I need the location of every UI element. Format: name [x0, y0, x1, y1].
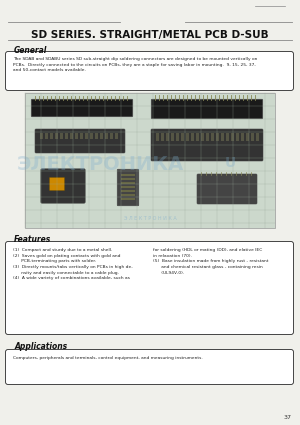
Text: Computers, peripherals and terminals, control equipment, and measuring instrumen: Computers, peripherals and terminals, co… — [13, 356, 203, 360]
Bar — [40, 133, 43, 139]
Bar — [115, 133, 118, 139]
Bar — [25, 93, 275, 228]
Text: Applications: Applications — [14, 342, 67, 351]
Bar — [256, 133, 259, 141]
FancyBboxPatch shape — [50, 178, 64, 190]
Bar — [121, 174, 135, 176]
Bar — [121, 186, 135, 188]
Text: U: U — [224, 156, 236, 170]
FancyBboxPatch shape — [5, 51, 293, 91]
Bar — [121, 190, 135, 192]
Bar — [241, 133, 244, 141]
FancyBboxPatch shape — [5, 349, 293, 385]
Bar — [45, 133, 48, 139]
Bar — [95, 133, 98, 139]
FancyBboxPatch shape — [197, 174, 257, 204]
Bar — [121, 178, 135, 180]
Bar — [50, 133, 53, 139]
Text: The SDAB and SDABU series SD sub-straight dip soldering connectors are designed : The SDAB and SDABU series SD sub-straigh… — [13, 57, 257, 72]
Bar — [121, 194, 135, 196]
Bar — [216, 133, 219, 141]
FancyBboxPatch shape — [41, 169, 85, 203]
Bar — [206, 133, 209, 141]
Bar — [65, 133, 68, 139]
Bar — [191, 133, 194, 141]
FancyBboxPatch shape — [117, 169, 139, 206]
Bar — [196, 133, 199, 141]
Bar — [100, 133, 103, 139]
Text: SD SERIES. STRAIGHT/METAL PCB D-SUB: SD SERIES. STRAIGHT/METAL PCB D-SUB — [31, 30, 269, 40]
Bar — [181, 133, 184, 141]
Text: for soldering (HDL or mating (DD), and elative IEC
in relaxation (70).
(5)  Base: for soldering (HDL or mating (DD), and e… — [153, 248, 268, 275]
Bar — [221, 133, 224, 141]
Bar — [186, 133, 189, 141]
FancyBboxPatch shape — [151, 99, 263, 119]
FancyBboxPatch shape — [31, 99, 133, 117]
FancyBboxPatch shape — [35, 129, 125, 153]
Bar — [176, 133, 179, 141]
Bar — [80, 133, 83, 139]
Bar — [110, 133, 113, 139]
Text: Features: Features — [14, 235, 51, 244]
Bar — [246, 133, 249, 141]
Bar — [161, 133, 164, 141]
Bar — [70, 133, 73, 139]
Bar — [166, 133, 169, 141]
Bar — [121, 182, 135, 184]
Bar — [251, 133, 254, 141]
Bar — [90, 133, 93, 139]
Bar — [226, 133, 229, 141]
Bar — [121, 198, 135, 200]
Bar — [85, 133, 88, 139]
Text: General: General — [14, 46, 47, 55]
Bar — [105, 133, 108, 139]
Bar — [75, 133, 78, 139]
Text: (1)  Compact and sturdy due to a metal shell.
(2)  Saves gold on plating contact: (1) Compact and sturdy due to a metal sh… — [13, 248, 133, 280]
Bar — [171, 133, 174, 141]
Text: Э Л Е К Т Р О Н И К А: Э Л Е К Т Р О Н И К А — [124, 215, 176, 221]
Bar — [201, 133, 204, 141]
FancyBboxPatch shape — [151, 129, 263, 161]
Bar — [60, 133, 63, 139]
Bar — [156, 133, 159, 141]
Text: ЭЛЕКТРОНИКА: ЭЛЕКТРОНИКА — [16, 156, 184, 175]
FancyBboxPatch shape — [5, 241, 293, 334]
Bar — [231, 133, 234, 141]
Bar — [211, 133, 214, 141]
Bar — [55, 133, 58, 139]
Bar — [236, 133, 239, 141]
Text: 37: 37 — [284, 415, 292, 420]
